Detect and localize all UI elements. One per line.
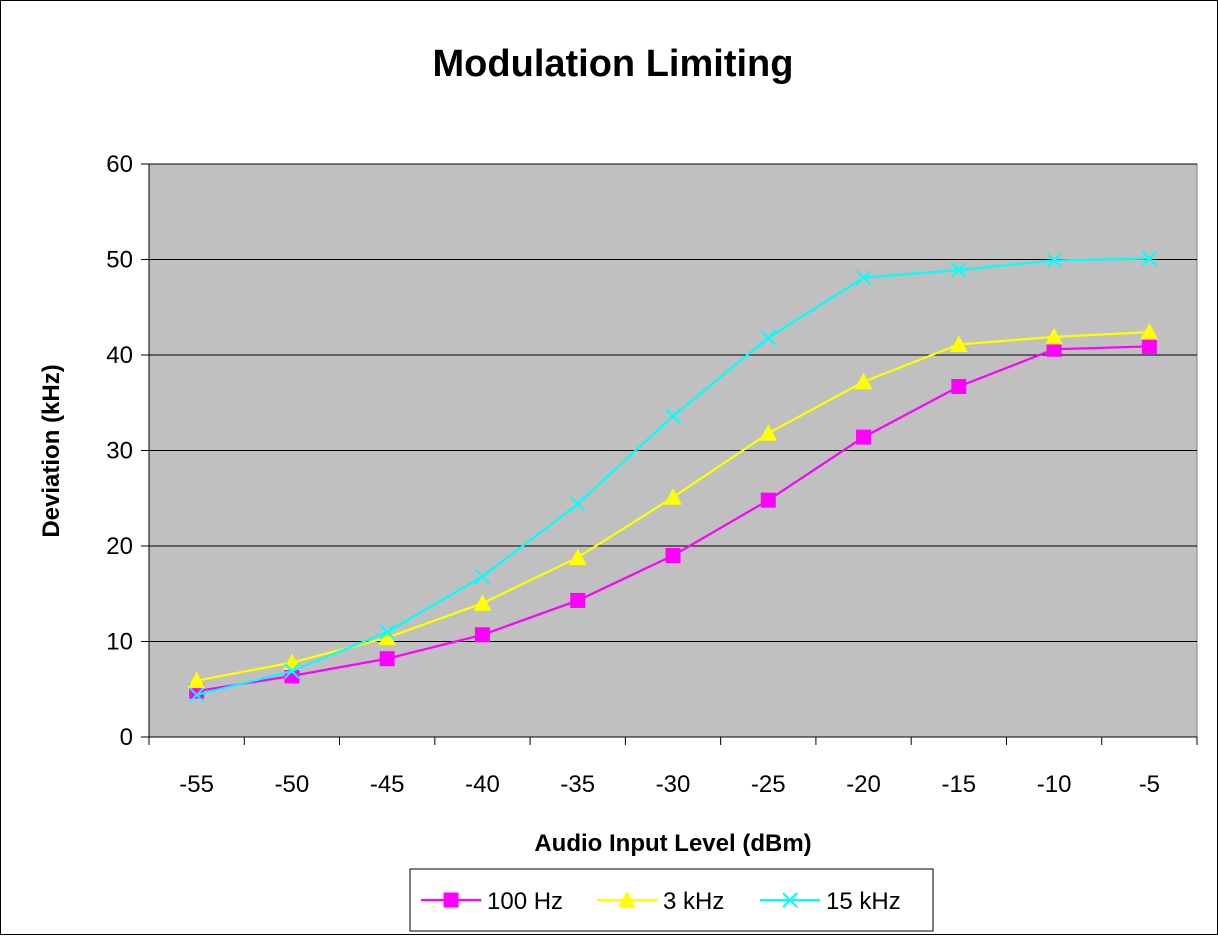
data-point	[1046, 252, 1062, 269]
x-tick-label: -55	[179, 771, 214, 798]
data-point	[284, 663, 300, 679]
data-point	[1045, 327, 1063, 345]
x-tick-label: -15	[941, 771, 976, 798]
x-tick-label: -20	[846, 771, 881, 798]
gridlines	[149, 163, 1197, 642]
legend-entry: 100 Hz	[421, 888, 563, 915]
legend-box	[409, 868, 934, 932]
legend-entry: 15 kHz	[760, 888, 901, 915]
data-point	[855, 269, 872, 286]
y-axis-title: Deviation (kHz)	[38, 364, 65, 537]
data-point	[951, 379, 967, 395]
data-point	[664, 488, 682, 505]
data-point	[188, 687, 205, 703]
data-point	[1141, 250, 1158, 267]
marker-stroke	[379, 624, 395, 640]
axes: 0 10 20 30 40 50 60 -55 -50 -45 -40 -35 -30 -25 -20 -15…	[106, 151, 1198, 798]
x-tick-label: -35	[560, 771, 595, 798]
data-point	[187, 671, 206, 689]
data-point	[474, 627, 490, 643]
data-point	[474, 568, 491, 585]
data-point	[760, 492, 776, 508]
data-point	[856, 429, 872, 445]
data-point	[854, 372, 873, 390]
x-tick-label: -45	[370, 771, 405, 798]
y-tick-label: 60	[106, 151, 133, 178]
data-point	[1141, 338, 1157, 354]
legend-label: 15 kHz	[826, 888, 901, 915]
data-point	[379, 624, 395, 640]
data-point	[665, 408, 681, 424]
data-point	[1046, 341, 1062, 357]
data-point	[570, 592, 586, 608]
y-tick-label: 10	[106, 629, 133, 656]
data-point	[949, 335, 968, 352]
x-tick-label: -5	[1139, 771, 1160, 798]
x-tick-label: -40	[465, 771, 500, 798]
marker-stroke	[1141, 250, 1158, 267]
y-tick-label: 30	[106, 438, 133, 465]
data-point	[568, 548, 587, 565]
data-point	[759, 424, 778, 441]
x-tick-label: -50	[275, 771, 310, 798]
marker-stroke	[782, 892, 798, 908]
x-tick-label: -30	[656, 771, 691, 798]
data-point	[1140, 323, 1159, 340]
chart-title: Modulation Limiting	[433, 43, 794, 85]
y-tick-label: 0	[120, 724, 133, 751]
legend-label: 100 Hz	[487, 888, 563, 915]
data-point	[473, 594, 492, 611]
marker-stroke	[284, 663, 300, 679]
legend-entry: 3 kHz	[597, 888, 724, 915]
data-point	[760, 330, 776, 346]
marker-stroke	[665, 408, 681, 424]
data-point	[665, 548, 681, 564]
x-tick-label: -10	[1037, 771, 1072, 798]
legend-label: 3 kHz	[663, 888, 724, 915]
legend-marker	[618, 890, 636, 908]
data-point	[570, 496, 586, 512]
y-tick-label: 20	[106, 533, 133, 560]
legend: 100 Hz 3 kHz 15 kHz	[409, 868, 934, 932]
x-axis-title: Audio Input Level (dBm)	[534, 830, 811, 857]
x-tick-label: -25	[751, 771, 786, 798]
marker-stroke	[570, 496, 586, 512]
series-15-khz	[188, 250, 1158, 703]
marker-stroke	[760, 330, 776, 346]
data-point	[379, 651, 395, 667]
marker-stroke	[474, 568, 491, 585]
marker-stroke	[1046, 252, 1062, 269]
marker-stroke	[951, 262, 967, 278]
marker-stroke	[855, 269, 872, 286]
data-point	[951, 262, 967, 278]
legend-marker	[443, 892, 459, 908]
marker-stroke	[188, 687, 205, 703]
y-tick-label: 50	[106, 247, 133, 274]
series-layer	[187, 250, 1159, 703]
legend-marker	[782, 892, 798, 908]
y-tick-label: 40	[106, 342, 133, 369]
